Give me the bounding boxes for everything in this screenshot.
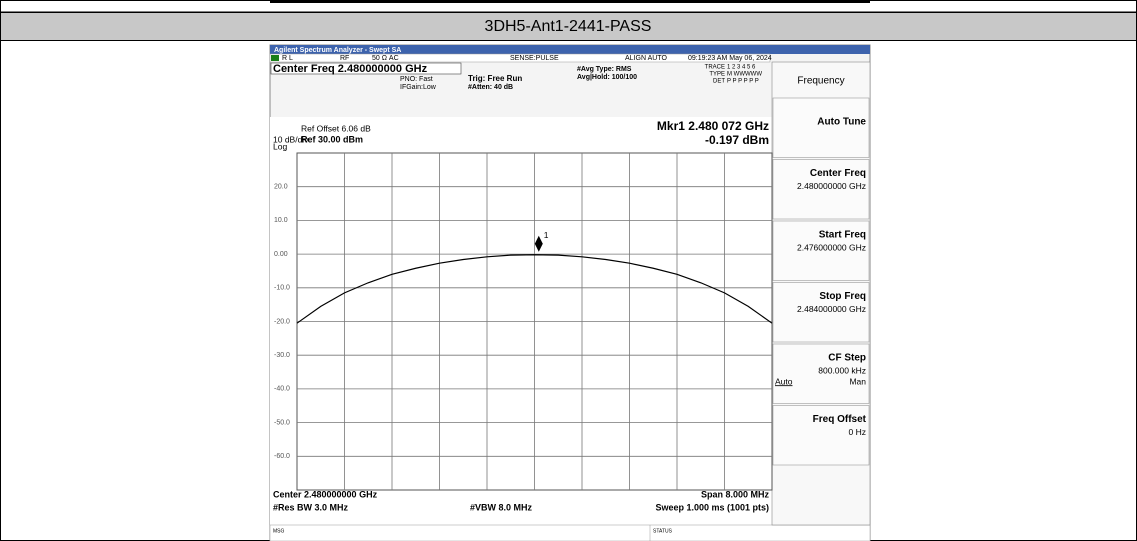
softkey[interactable] [772,282,870,343]
message-bar [269,524,871,541]
header-row [0,12,1137,41]
header-title: 3DH5-Ant1-2441-PASS [485,18,652,35]
y-tick-label: 20.0 [274,184,288,191]
scale: 10 dB/div [273,134,309,144]
softkey-value: 2.476000000 GHz [797,242,866,252]
softkey-label: Freq Offset [813,414,867,425]
msg: MSG [273,528,285,534]
softkey[interactable] [772,97,870,158]
plot-area [270,117,772,529]
softkey-menu-title: Frequency [797,76,844,87]
avg-hold: Avg|Hold: 100/100 [577,74,637,81]
softkey-label: Center Freq [810,168,866,179]
center-freq-box [270,62,462,75]
atten: #Atten: 40 dB [468,84,513,91]
y-tick-label: -40.0 [274,386,290,393]
softkey-value: 2.484000000 GHz [797,304,866,314]
trace-value: 1 2 3 4 5 6 [727,65,756,71]
ref-level: Ref 30.00 dBm [301,134,363,144]
marker [534,235,543,252]
y-tick-label: -60.0 [274,453,290,460]
pno: PNO: Fast [400,76,433,83]
det-value: P P P P P P [727,79,759,85]
softkey[interactable] [772,220,870,281]
y-tick-label: 0.00 [274,251,288,258]
log: Log [273,141,287,151]
status-coupling: 50 Ω AC [372,55,399,62]
trig: Trig: Free Run [468,74,522,83]
lxi-icon [271,55,279,61]
softkey-value: 0 Hz [849,427,866,437]
softkey-option: Auto [775,376,793,386]
status-rl: R L [282,55,293,62]
ref-offset: Ref Offset 6.06 dB [301,123,371,133]
marker-readout-freq: Mkr1 2.480 072 GHz [657,119,769,133]
marker-label: 1 [544,230,549,240]
softkey-label: Auto Tune [817,117,866,128]
window-title: Agilent Spectrum Analyzer - Swept SA [274,47,401,54]
det-label: DET [713,79,725,85]
title-bar [270,45,870,54]
softkey[interactable] [772,405,870,466]
trace [296,254,773,324]
span-readout: Span 8.000 MHz [701,489,770,499]
ifgain: IFGain:Low [400,84,437,91]
center-freq-title: Center Freq 2.480000000 GHz [273,63,428,75]
center-readout: Center 2.480000000 GHz [273,489,378,499]
type-value: M WWWWW [727,72,762,78]
softkey-label: Stop Freq [819,291,866,302]
status: STATUS [653,528,673,534]
rbw: #Res BW 3.0 MHz [273,502,349,512]
status-rf: RF [340,55,349,62]
softkey-value: 800.000 kHz [818,365,866,375]
softkey-label: CF Step [828,353,866,364]
y-tick-label: -10.0 [274,285,290,292]
status-strip [269,53,771,63]
y-tick-label: -50.0 [274,419,290,426]
status-time: 09:19:23 AM May 06, 2024 [688,55,772,62]
softkey[interactable] [772,343,870,404]
status-sense: SENSE:PULSE [510,55,559,62]
softkey-option: Man [849,376,866,386]
vbw: #VBW 8.0 MHz [470,502,533,512]
y-tick-label: -20.0 [274,318,290,325]
status-align: ALIGN AUTO [625,55,667,62]
avg-type: #Avg Type: RMS [577,66,632,73]
y-tick-label: 10.0 [274,217,288,224]
type-label: TYPE [709,72,725,78]
y-tick-label: -30.0 [274,352,290,359]
sweep: Sweep 1.000 ms (1001 pts) [655,502,769,512]
softkey-value: 2.480000000 GHz [797,181,866,191]
softkey[interactable] [772,159,870,220]
softkey-label: Start Freq [819,230,866,241]
marker-readout-level: -0.197 dBm [705,133,769,147]
trace-label: TRACE [705,65,725,71]
